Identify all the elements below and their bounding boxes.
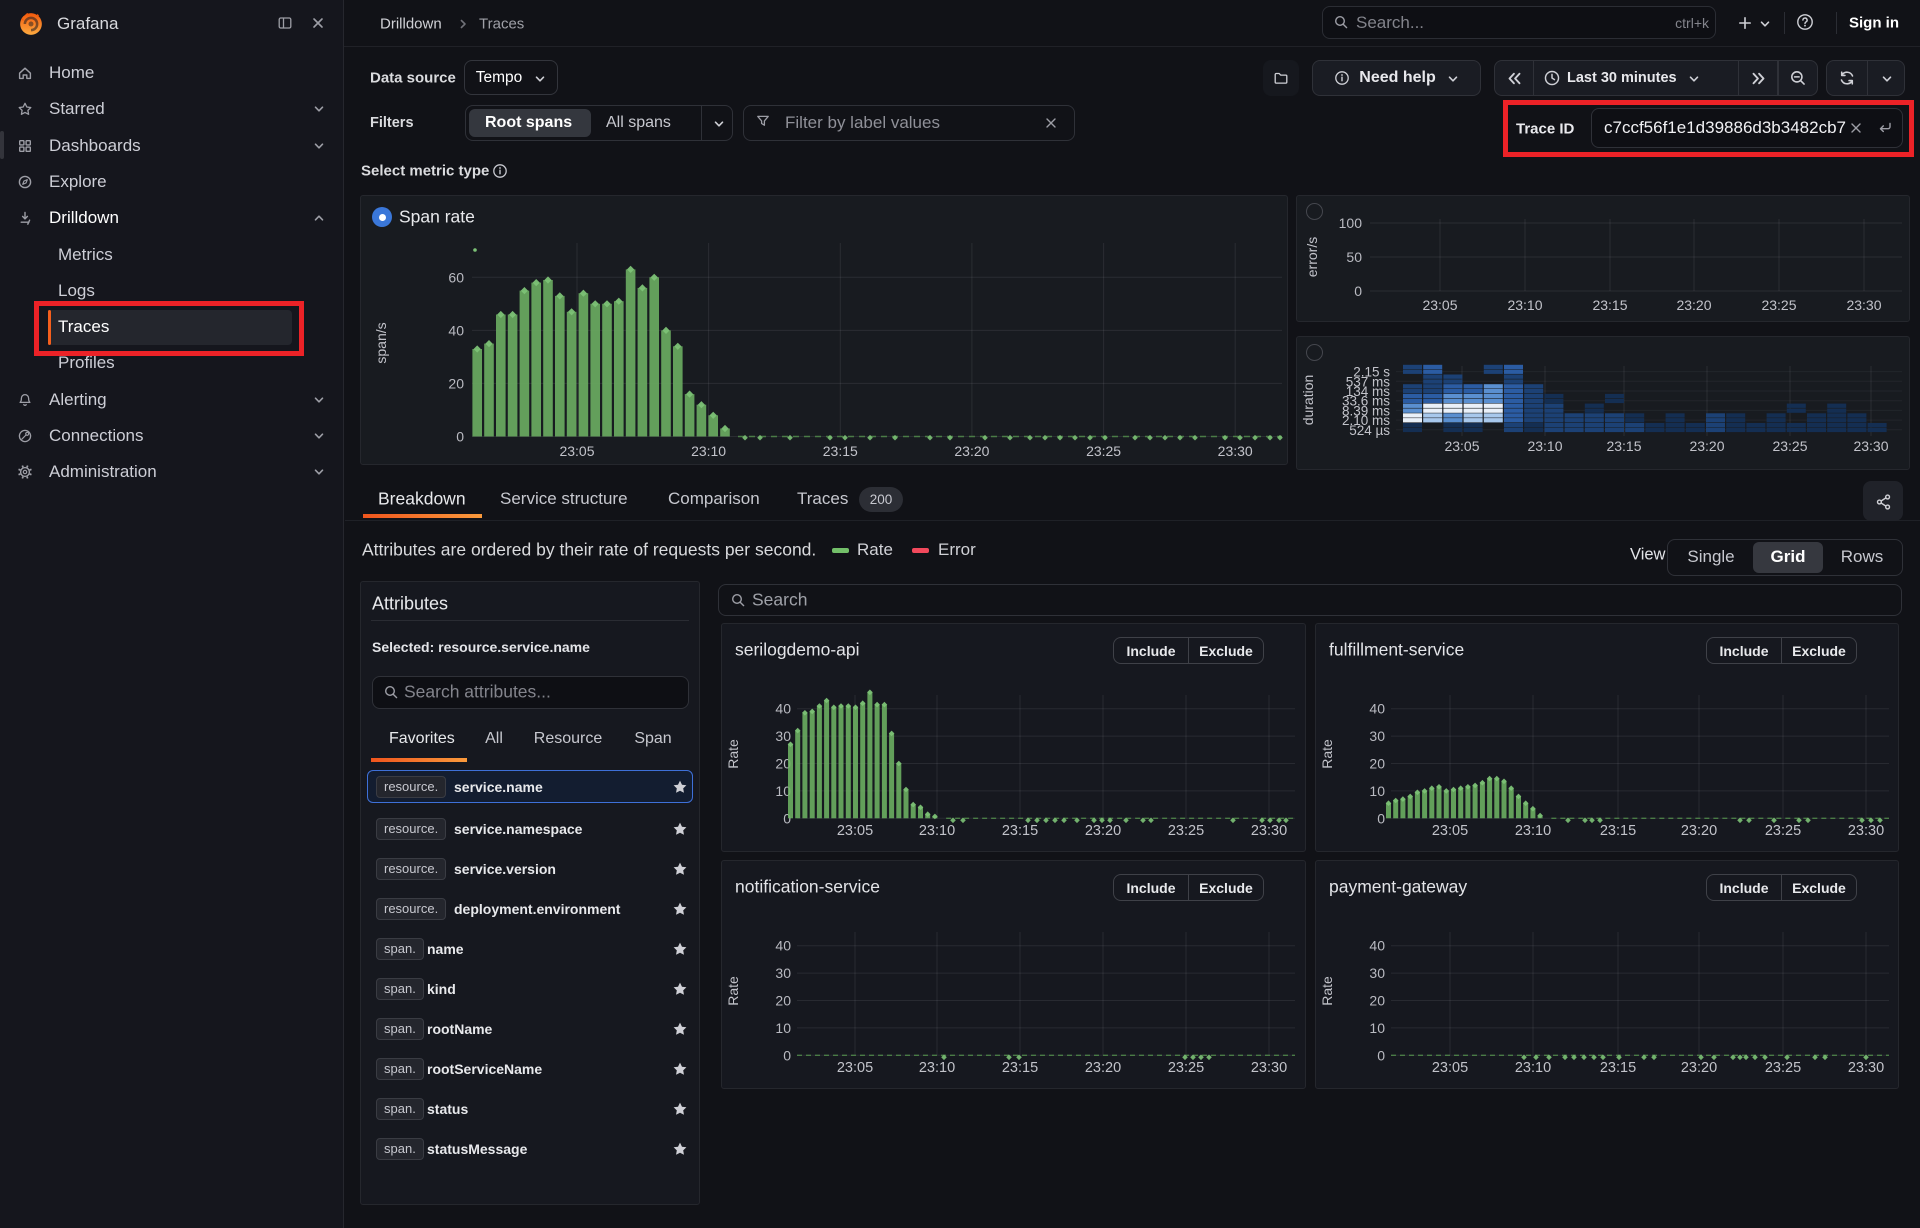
svg-text:23:10: 23:10 [1515, 823, 1551, 839]
svg-text:2.15 s: 2.15 s [1353, 365, 1390, 380]
svg-text:10: 10 [1369, 783, 1385, 799]
svg-text:10: 10 [775, 1020, 791, 1036]
svg-text:134 ms: 134 ms [1346, 384, 1391, 399]
svg-text:23:10: 23:10 [691, 443, 726, 459]
svg-text:Rate: Rate [725, 739, 741, 769]
svg-text:537 ms: 537 ms [1346, 374, 1391, 389]
svg-text:23:05: 23:05 [1432, 823, 1468, 839]
svg-text:0: 0 [783, 1047, 791, 1063]
svg-text:2.10 ms: 2.10 ms [1342, 413, 1390, 428]
svg-text:23:10: 23:10 [919, 823, 955, 839]
svg-text:20: 20 [1369, 993, 1385, 1009]
svg-text:23:05: 23:05 [1422, 297, 1457, 313]
svg-text:23:15: 23:15 [1606, 438, 1641, 454]
svg-text:23:30: 23:30 [1848, 823, 1884, 839]
svg-text:23:25: 23:25 [1765, 823, 1801, 839]
svg-text:23:30: 23:30 [1218, 443, 1253, 459]
svg-text:10: 10 [775, 783, 791, 799]
svg-text:23:05: 23:05 [1444, 438, 1479, 454]
svg-text:0: 0 [456, 429, 464, 445]
svg-text:23:05: 23:05 [1432, 1060, 1468, 1076]
svg-text:23:15: 23:15 [1600, 823, 1636, 839]
svg-text:23:05: 23:05 [837, 1060, 873, 1076]
svg-text:23:20: 23:20 [1085, 1060, 1121, 1076]
svg-text:23:05: 23:05 [837, 823, 873, 839]
svg-text:Rate: Rate [1319, 976, 1335, 1006]
svg-text:23:15: 23:15 [1600, 1060, 1636, 1076]
svg-text:23:25: 23:25 [1761, 297, 1796, 313]
svg-text:524 µs: 524 µs [1349, 423, 1390, 438]
svg-text:20: 20 [448, 375, 464, 391]
svg-text:20: 20 [775, 756, 791, 772]
svg-text:23:25: 23:25 [1765, 1060, 1801, 1076]
svg-text:23:20: 23:20 [1676, 297, 1711, 313]
svg-text:span/s: span/s [373, 322, 389, 363]
svg-text:23:15: 23:15 [1002, 1060, 1038, 1076]
svg-text:40: 40 [1369, 701, 1385, 717]
svg-text:0: 0 [1377, 1047, 1385, 1063]
svg-text:8.39 ms: 8.39 ms [1342, 403, 1390, 418]
svg-text:23:25: 23:25 [1168, 1060, 1204, 1076]
svg-text:60: 60 [448, 269, 464, 285]
svg-text:40: 40 [775, 938, 791, 954]
svg-text:23:10: 23:10 [1515, 1060, 1551, 1076]
svg-text:23:15: 23:15 [1002, 823, 1038, 839]
svg-text:20: 20 [775, 993, 791, 1009]
svg-text:error/s: error/s [1304, 237, 1320, 277]
svg-text:23:20: 23:20 [1681, 823, 1717, 839]
svg-text:100: 100 [1339, 215, 1363, 231]
svg-text:0: 0 [1354, 283, 1362, 299]
svg-text:23:10: 23:10 [1527, 438, 1562, 454]
svg-text:20: 20 [1369, 756, 1385, 772]
svg-text:23:10: 23:10 [919, 1060, 955, 1076]
svg-text:23:05: 23:05 [559, 443, 594, 459]
svg-text:30: 30 [1369, 728, 1385, 744]
svg-text:23:30: 23:30 [1251, 1060, 1287, 1076]
svg-text:30: 30 [775, 965, 791, 981]
svg-text:23:25: 23:25 [1772, 438, 1807, 454]
svg-text:23:30: 23:30 [1251, 823, 1287, 839]
svg-text:40: 40 [448, 322, 464, 338]
svg-text:10: 10 [1369, 1020, 1385, 1036]
svg-text:23:15: 23:15 [1592, 297, 1627, 313]
svg-text:Rate: Rate [1319, 739, 1335, 769]
svg-text:23:25: 23:25 [1168, 823, 1204, 839]
svg-text:23:15: 23:15 [823, 443, 858, 459]
svg-text:33.6 ms: 33.6 ms [1342, 394, 1390, 409]
svg-text:23:10: 23:10 [1507, 297, 1542, 313]
svg-text:23:25: 23:25 [1086, 443, 1121, 459]
svg-text:50: 50 [1346, 249, 1362, 265]
svg-text:23:20: 23:20 [1085, 823, 1121, 839]
svg-text:23:20: 23:20 [954, 443, 989, 459]
svg-text:0: 0 [783, 810, 791, 826]
svg-text:23:30: 23:30 [1853, 438, 1888, 454]
svg-text:23:20: 23:20 [1681, 1060, 1717, 1076]
svg-text:30: 30 [775, 728, 791, 744]
svg-text:23:20: 23:20 [1689, 438, 1724, 454]
svg-text:23:30: 23:30 [1846, 297, 1881, 313]
svg-text:40: 40 [775, 701, 791, 717]
svg-text:23:30: 23:30 [1848, 1060, 1884, 1076]
svg-text:30: 30 [1369, 965, 1385, 981]
svg-text:0: 0 [1377, 810, 1385, 826]
svg-text:duration: duration [1300, 375, 1316, 426]
svg-text:40: 40 [1369, 938, 1385, 954]
svg-text:Rate: Rate [725, 976, 741, 1006]
